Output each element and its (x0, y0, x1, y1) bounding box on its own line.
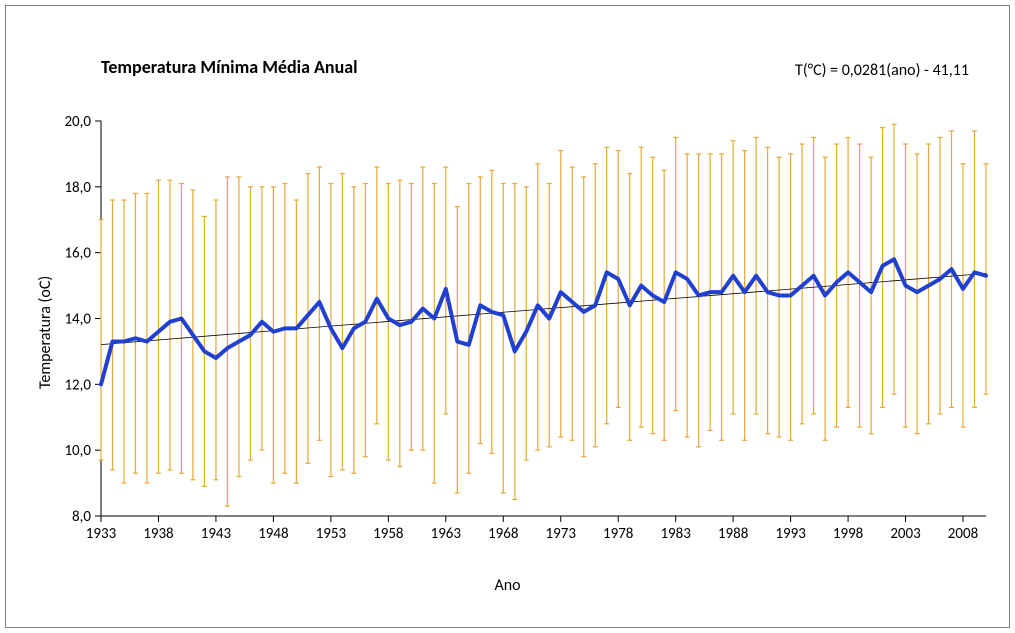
error-bar (374, 167, 379, 424)
error-bar (340, 174, 345, 470)
x-tick-label: 1933 (86, 525, 117, 543)
x-tick-label: 1963 (431, 525, 462, 543)
error-bar (179, 184, 184, 474)
y-tick-label: 14,0 (64, 311, 91, 329)
error-bar (432, 184, 437, 484)
error-bar (984, 164, 989, 394)
error-bar (662, 170, 667, 440)
error-bar (466, 184, 471, 474)
error-bar (581, 177, 586, 457)
error-bar (236, 177, 241, 477)
x-tick-label: 2003 (890, 525, 921, 543)
y-tick-label: 16,0 (64, 245, 91, 263)
error-bar (156, 180, 161, 473)
chart-container: Temperatura Mínima Média Anual T(°C) = 0… (5, 5, 1010, 628)
x-tick-label: 1993 (775, 525, 806, 543)
mean-line (101, 259, 986, 384)
y-tick-label: 12,0 (64, 376, 91, 394)
x-tick-label: 1968 (488, 525, 518, 543)
error-bar (99, 220, 104, 460)
error-bar (501, 184, 506, 493)
error-bar (972, 131, 977, 408)
x-tick-label: 1973 (546, 525, 577, 543)
error-bar (248, 187, 253, 460)
x-tick-label: 1978 (603, 525, 633, 543)
x-tick-label: 1988 (718, 525, 748, 543)
chart-svg: 8,0 10,0 12,0 14,0 16,0 18,0 20,0 1933 1938 1943 1… (6, 6, 1009, 627)
error-bar (696, 154, 701, 447)
error-bar (110, 200, 115, 470)
error-bar (961, 164, 966, 427)
error-bar (294, 200, 299, 483)
error-bar (604, 147, 609, 424)
error-bar (742, 151, 747, 441)
x-tick-label: 1948 (258, 525, 288, 543)
x-tick-label: 2008 (948, 525, 978, 543)
error-bar (685, 154, 690, 437)
error-bar (225, 177, 230, 506)
x-tick-label: 1998 (833, 525, 863, 543)
x-tick-label: 1953 (316, 525, 347, 543)
error-bar (271, 187, 276, 483)
error-bar (719, 154, 724, 440)
error-bar (133, 193, 138, 473)
error-bar (213, 200, 218, 480)
x-tick-label: 1958 (373, 525, 403, 543)
y-tick-label: 8,0 (72, 508, 91, 526)
y-tick-label: 10,0 (64, 442, 91, 460)
error-bar (869, 157, 874, 434)
x-tick-label: 1943 (201, 525, 232, 543)
y-tick-label: 20,0 (64, 113, 91, 131)
error-bar (823, 157, 828, 440)
error-bar (455, 207, 460, 493)
error-bar (259, 187, 264, 450)
y-tick-label: 18,0 (64, 179, 91, 197)
x-tick-label: 1938 (143, 525, 173, 543)
x-tick-label: 1983 (660, 525, 691, 543)
